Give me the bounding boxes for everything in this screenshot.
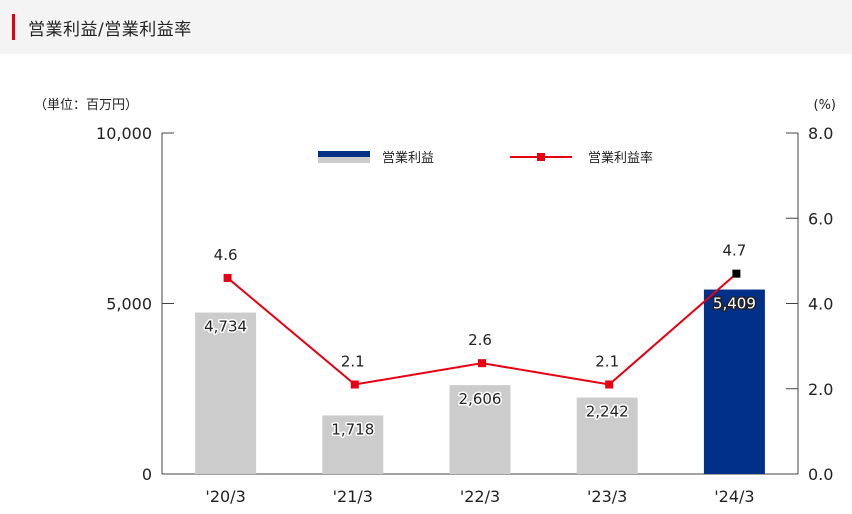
x-axis-tick-label: '22/3 [460, 487, 500, 506]
section-header: 営業利益/営業利益率 [0, 0, 852, 54]
legend-label-operating-margin: 営業利益率 [588, 150, 653, 166]
x-axis-tick-label: '24/3 [714, 487, 754, 506]
line-data-label: 2.1 [595, 352, 619, 370]
line-data-label: 2.1 [341, 352, 365, 370]
bar [322, 415, 384, 474]
right-axis-unit-label: (%) [814, 98, 837, 113]
line-data-label: 2.6 [468, 331, 492, 349]
bar-data-label: 2,606 [459, 390, 502, 408]
bar-data-label: 2,242 [586, 403, 629, 421]
bar [576, 397, 638, 474]
header-accent-bar [12, 14, 15, 40]
x-axis-tick-labels: '20/3 '21/3 '22/3 '23/3 '24/3 [205, 487, 754, 506]
right-axis-tick-label: 4.0 [808, 295, 833, 314]
line-series: 4.6 2.1 2.6 2.1 4.7 [214, 242, 746, 389]
operating-margin-line [226, 272, 738, 386]
legend-line-marker [537, 153, 545, 161]
left-axis-unit-label: （単位：百万円） [34, 97, 138, 113]
line-marker [605, 380, 614, 389]
bar-data-label: 5,409 [713, 295, 756, 313]
line-marker [732, 269, 741, 278]
line-marker [223, 273, 232, 282]
left-axis-tick-label: 0 [142, 465, 152, 484]
right-axis-tick-label: 6.0 [808, 209, 833, 228]
right-axis-tick-label: 2.0 [808, 380, 833, 399]
right-axis-tick-label: 8.0 [808, 124, 833, 143]
right-axis-tick-label: 0.0 [808, 465, 833, 484]
x-axis-tick-label: '23/3 [587, 487, 627, 506]
bar-series [195, 289, 765, 474]
legend-bar-swatch-blue [318, 151, 370, 157]
left-axis-tick-label: 10,000 [96, 124, 152, 143]
bar [195, 312, 257, 474]
section-title: 営業利益/営業利益率 [28, 20, 192, 40]
legend-bar-swatch-gray [318, 157, 370, 163]
left-axis-tick-label: 5,000 [106, 295, 152, 314]
line-data-label: 4.6 [214, 246, 238, 264]
bar-data-labels: 4,734 1,718 2,606 2,242 5,409 [203, 293, 758, 440]
right-axis-ticks: 0.0 2.0 4.0 6.0 8.0 [786, 124, 833, 484]
line-data-label: 4.7 [722, 242, 746, 260]
x-axis-tick-label: '20/3 [205, 487, 245, 506]
bar [449, 385, 511, 474]
line-marker [478, 359, 486, 368]
legend: 営業利益 営業利益率 [318, 150, 653, 166]
legend-label-operating-profit: 営業利益 [382, 150, 434, 166]
bar-data-label: 4,734 [204, 318, 247, 336]
x-axis-tick-label: '21/3 [333, 487, 373, 506]
line-marker [350, 380, 359, 389]
bar [703, 289, 765, 474]
left-axis-ticks: 0 5,000 10,000 [96, 124, 174, 484]
bar-data-label: 1,718 [331, 420, 374, 438]
